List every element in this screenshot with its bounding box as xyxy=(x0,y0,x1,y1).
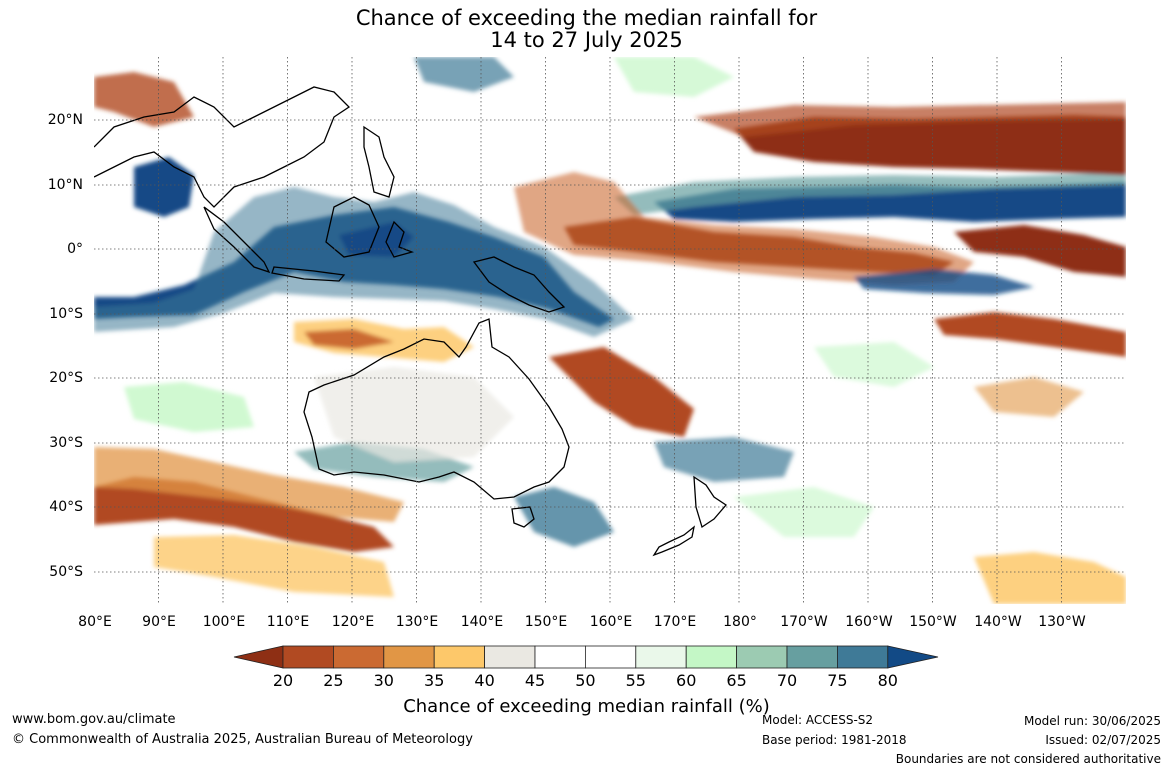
lat-label-50s: 50°S xyxy=(49,564,83,580)
southeast-asia-coastline xyxy=(94,86,351,208)
lon-label-160e: 160°E xyxy=(589,614,633,630)
lon-label-170e: 170°E xyxy=(653,614,697,630)
footer-issued: Issued: 02/07/2025 xyxy=(1045,733,1161,747)
new-zealand-south-island xyxy=(652,525,695,557)
rainfall-probability-map xyxy=(94,57,1126,604)
colorbar-tick-40: 40 xyxy=(474,671,495,690)
colorbar-title: Chance of exceeding median rainfall (%) xyxy=(403,696,770,717)
colorbar-arrow-high xyxy=(887,645,939,669)
colorbar-swatch-75 xyxy=(837,645,889,669)
lon-label-100e: 100°E xyxy=(202,614,246,630)
colorbar-swatch-30 xyxy=(383,645,435,669)
colorbar-swatch-20 xyxy=(282,645,334,669)
new-zealand-north-island xyxy=(693,475,727,529)
coastlines xyxy=(94,86,727,557)
colorbar-tick-45: 45 xyxy=(524,671,546,690)
footer-boundaries-note: Boundaries are not considered authoritat… xyxy=(895,752,1161,766)
lon-label-180: 180° xyxy=(723,614,757,630)
colorbar-tick-75: 75 xyxy=(827,671,848,690)
colorbar-tick-25: 25 xyxy=(323,671,344,690)
lat-label-10s: 10°S xyxy=(49,306,83,322)
gridlines xyxy=(94,57,1126,604)
colorbar-swatch-60 xyxy=(685,645,738,669)
map-title: Chance of exceeding the median rainfall … xyxy=(355,6,818,30)
lon-label-140e: 140°E xyxy=(460,614,504,630)
footer-model-run: Model run: 30/06/2025 xyxy=(1023,714,1161,728)
colorbar-tick-30: 30 xyxy=(373,671,394,690)
colorbar-tick-70: 70 xyxy=(776,671,798,690)
lon-label-90e: 90°E xyxy=(142,614,176,630)
footer-url[interactable]: www.bom.gov.au/climate xyxy=(12,712,176,727)
lon-label-160w: 160°W xyxy=(845,614,893,630)
lat-label-30s: 30°S xyxy=(49,435,83,451)
philippines-coastline xyxy=(363,125,395,198)
colorbar-swatch-40 xyxy=(484,645,536,669)
lon-label-130w: 130°W xyxy=(1038,614,1086,630)
dry-region-coral-sea xyxy=(549,347,694,437)
australia-coastline xyxy=(303,318,570,500)
map-subtitle-dates: 14 to 27 July 2025 xyxy=(490,28,683,52)
footer-base-period: Base period: 1981-2018 xyxy=(762,733,907,747)
colorbar-tick-35: 35 xyxy=(424,671,445,690)
lat-label-20s: 20°S xyxy=(49,370,83,386)
colorbar-swatch-25 xyxy=(333,645,385,669)
colorbar-tick-65: 65 xyxy=(726,671,747,690)
footer-model: Model: ACCESS-S2 xyxy=(762,713,874,727)
colorbar-tick-20: 20 xyxy=(272,671,294,690)
colorbar-swatch-70 xyxy=(786,645,838,669)
colorbar-arrow-low xyxy=(233,645,284,669)
borneo-coastline xyxy=(325,196,380,258)
lon-label-130e: 130°E xyxy=(395,614,439,630)
lon-label-150w: 150°W xyxy=(909,614,957,630)
lon-label-140w: 140°W xyxy=(974,614,1022,630)
java-coastline xyxy=(271,266,346,282)
colorbar-swatch-45 xyxy=(534,645,586,669)
sumatra-coastline xyxy=(203,206,271,274)
new-guinea-coastline xyxy=(472,256,566,313)
lon-label-120e: 120°E xyxy=(331,614,375,630)
lon-label-170w: 170°W xyxy=(780,614,828,630)
colorbar xyxy=(233,645,939,669)
colorbar-tick-60: 60 xyxy=(676,671,697,690)
colorbar-tick-55: 55 xyxy=(625,671,646,690)
lat-label-20n: 20°N xyxy=(47,112,83,128)
lat-label-equator: 0° xyxy=(67,241,83,257)
colorbar-swatch-35 xyxy=(433,645,485,669)
dry-region-north-pacific xyxy=(734,115,1126,175)
probability-field xyxy=(94,57,1126,604)
dry-region-southern-indian-ocean xyxy=(94,477,394,552)
lat-label-10n: 10°N xyxy=(47,177,83,193)
colorbar-tick-50: 50 xyxy=(575,671,596,690)
lon-label-110e: 110°E xyxy=(266,614,310,630)
lon-label-150e: 150°E xyxy=(524,614,568,630)
colorbar-swatch-65 xyxy=(736,645,788,669)
colorbar-swatch-50 xyxy=(584,645,637,669)
lon-label-80e: 80°E xyxy=(78,614,112,630)
footer-copyright: © Commonwealth of Australia 2025, Austra… xyxy=(12,732,473,747)
colorbar-swatch-55 xyxy=(635,645,687,669)
sulawesi-coastline xyxy=(385,220,415,258)
lat-label-40s: 40°S xyxy=(49,499,83,515)
colorbar-tick-80: 80 xyxy=(877,671,898,690)
